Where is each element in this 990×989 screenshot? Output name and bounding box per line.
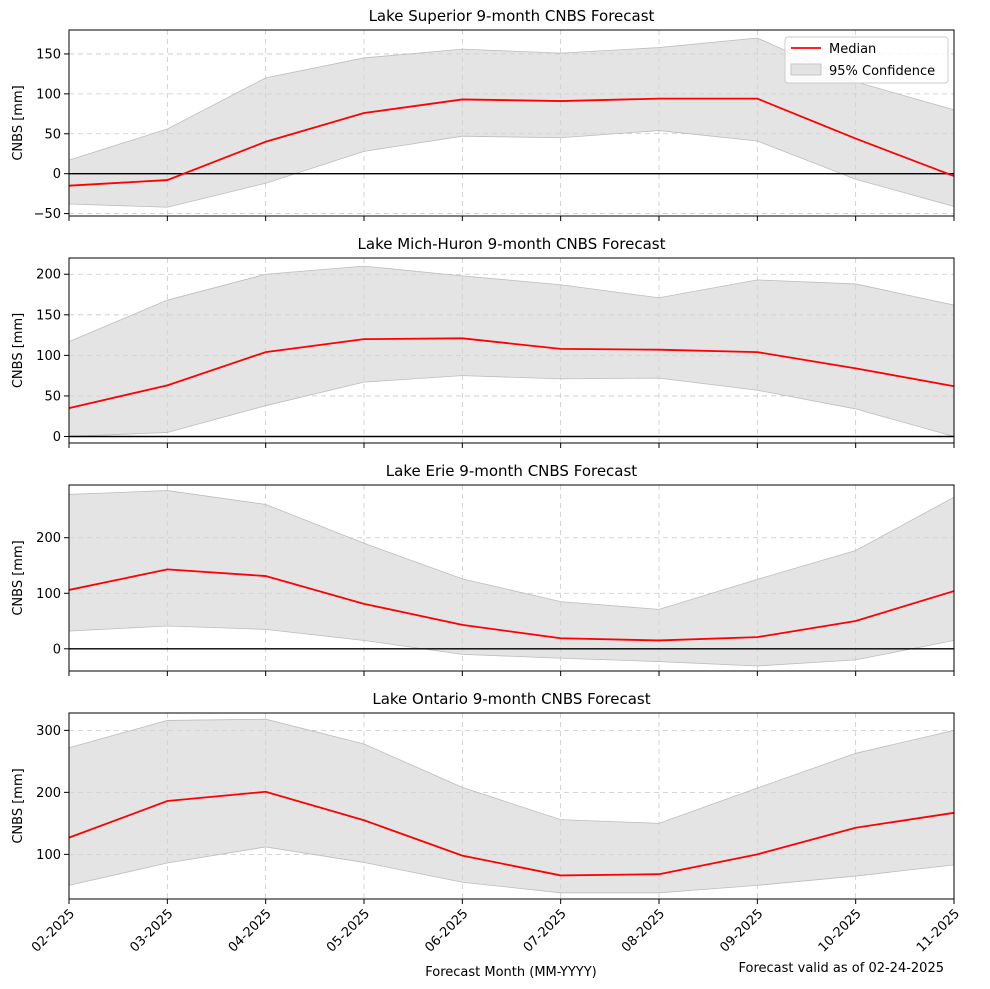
y-tick-label: 0 — [53, 642, 61, 657]
y-tick-label: 200 — [36, 531, 61, 546]
legend-box — [784, 36, 949, 84]
legend-median-label: Median — [829, 42, 876, 57]
median-line — [68, 97, 955, 187]
legend-ci-label: 95% Confidence — [829, 64, 935, 79]
y-tick-label: 100 — [36, 587, 61, 602]
chart-panel-2: 0 50 100 150 200 Lake Mich-Huron 9-month CNBS… — [11, 235, 955, 448]
y-tick-label: 100 — [36, 349, 61, 364]
y-tick-label: −50 — [34, 207, 61, 222]
y-tick-label: 50 — [44, 127, 61, 142]
y-tick-label: 0 — [53, 167, 61, 182]
median-line — [68, 568, 955, 642]
legend: Median 95% Confidence — [784, 36, 949, 84]
plot-frame — [68, 484, 955, 672]
y-axis-label: CNBS [mm] — [11, 540, 26, 615]
panels: −50 0 50 100 150 Lake Superior 9-month CNBS F… — [11, 7, 963, 955]
x-axis-label: Forecast Month (MM-YYYY) — [425, 965, 597, 980]
y-tick-label: 100 — [36, 87, 61, 102]
plot-frame — [68, 29, 955, 217]
y-tick-label: 50 — [44, 389, 61, 404]
y-tick-label: 150 — [36, 308, 61, 323]
y-tick-label: 0 — [53, 430, 61, 445]
y-tick-label: 150 — [36, 47, 61, 62]
panel-title: Lake Ontario 9-month CNBS Forecast — [372, 690, 650, 708]
panel-title: Lake Superior 9-month CNBS Forecast — [369, 7, 655, 25]
y-tick-label: 100 — [36, 848, 61, 863]
panel-title: Lake Mich-Huron 9-month CNBS Forecast — [358, 235, 666, 253]
median-line — [68, 337, 955, 409]
chart-panel-3: 0 100 200 Lake Erie 9-month CNBS Forecast CN… — [11, 462, 955, 676]
panel-title: Lake Erie 9-month CNBS Forecast — [386, 462, 638, 480]
legend-ci-swatch — [790, 63, 822, 76]
y-tick-label: 200 — [36, 268, 61, 283]
y-tick-label: 200 — [36, 786, 61, 801]
y-axis-label: CNBS [mm] — [11, 768, 26, 843]
chart-panel-1: −50 0 50 100 150 Lake Superior 9-month CNBS F… — [11, 7, 955, 222]
y-axis-label: CNBS [mm] — [11, 85, 26, 160]
y-axis-label: CNBS [mm] — [11, 313, 26, 388]
forecast-valid-note: Forecast valid as of 02-24-2025 — [739, 961, 945, 976]
y-tick-label: 300 — [36, 724, 61, 739]
median-line — [68, 790, 955, 877]
plot-frame — [68, 712, 955, 900]
plot-frame — [68, 257, 955, 444]
